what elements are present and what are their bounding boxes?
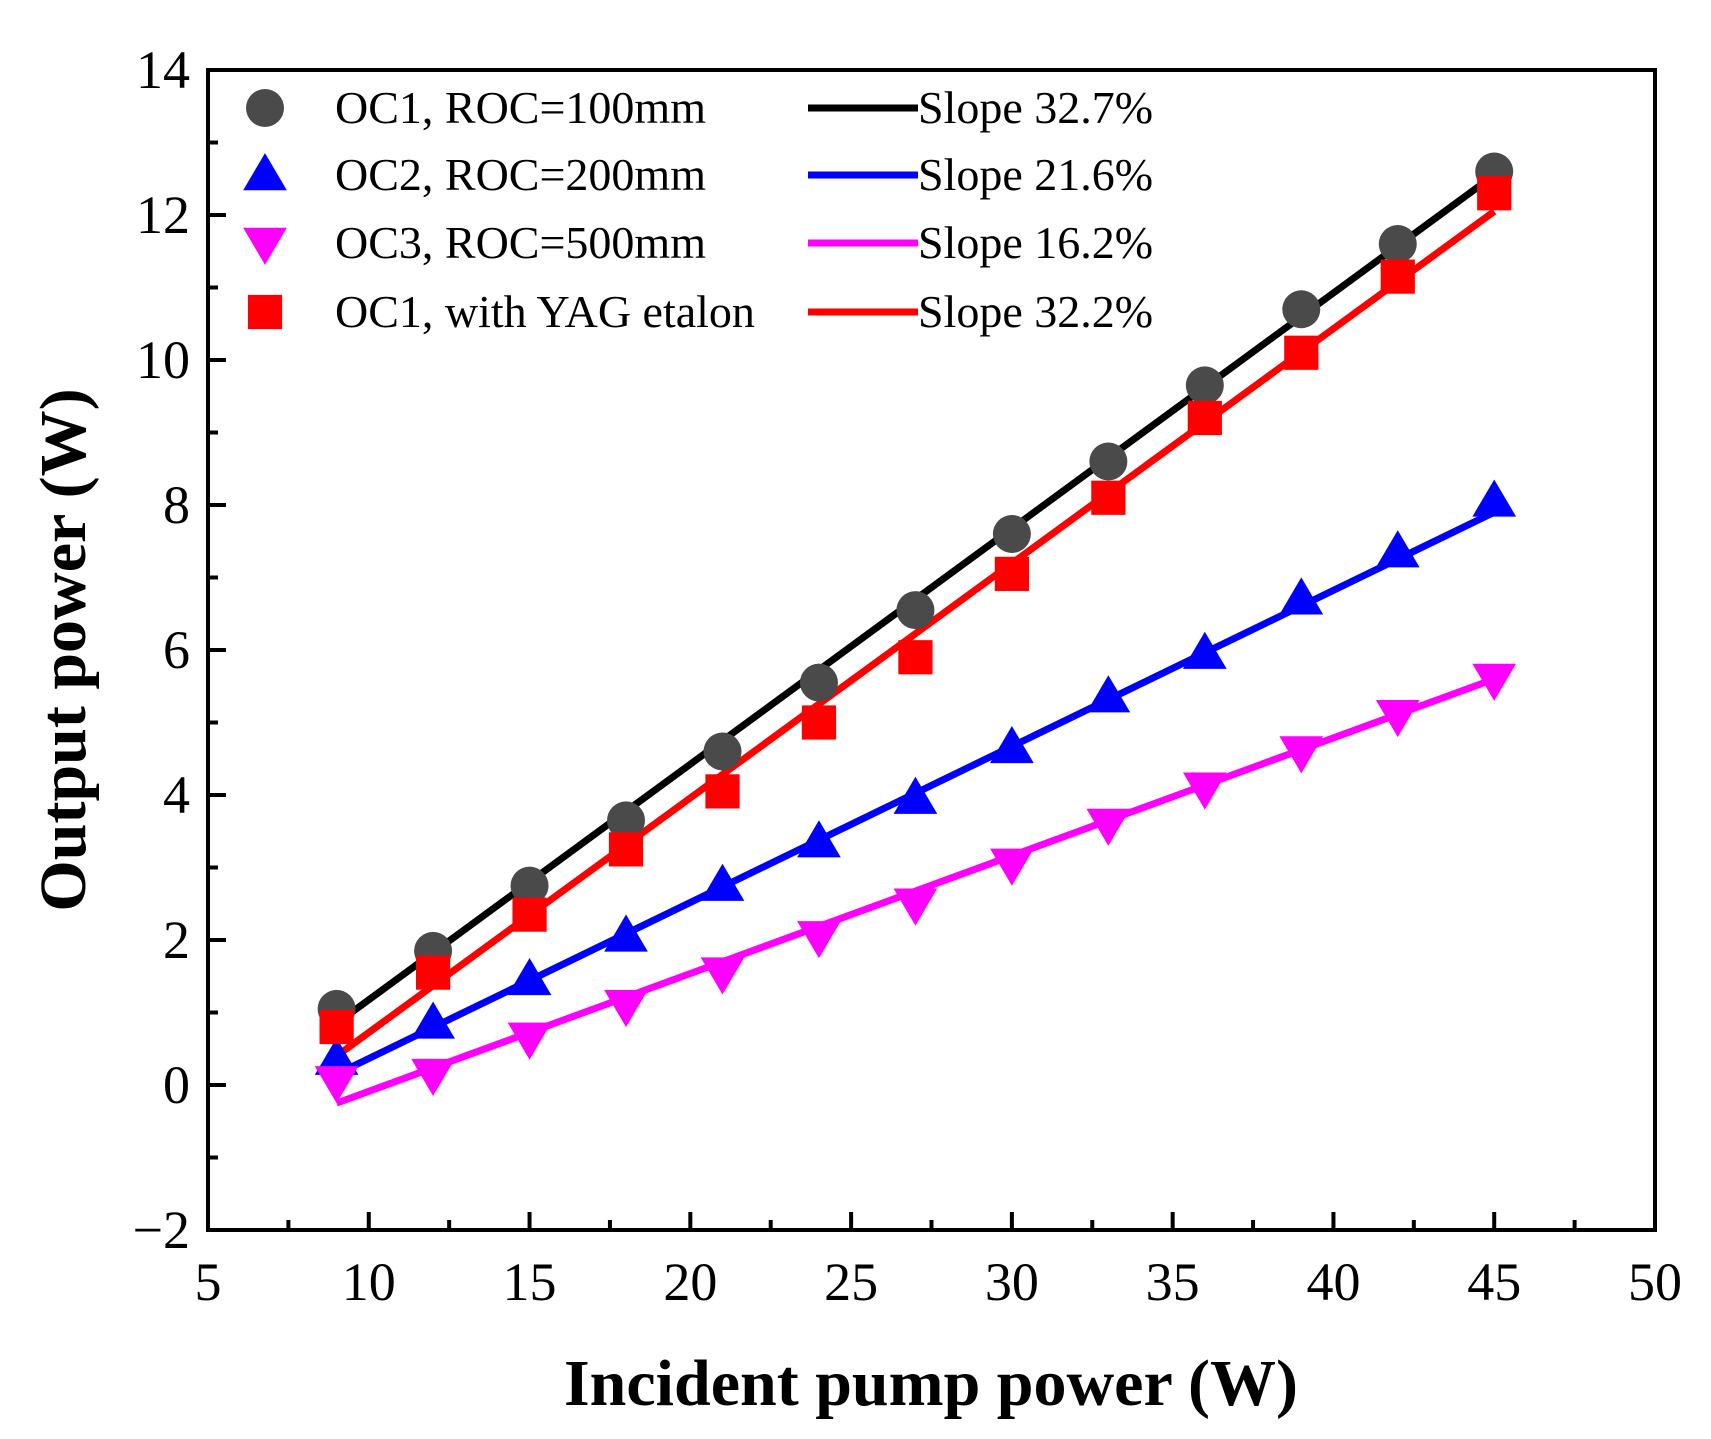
axis-ticks: 5 10 15 20 25 30 35 40 45 50 −2 0 2 4 6 8 10 12 14 xyxy=(133,40,1682,1312)
data-point-series-4 xyxy=(1187,400,1222,436)
data-point-series-1 xyxy=(799,663,838,702)
legend-marker-4 xyxy=(247,294,283,330)
data-point-series-3 xyxy=(893,888,938,926)
y-tick-label: 6 xyxy=(163,620,190,680)
x-axis-title: Incident pump power (W) xyxy=(564,1347,1298,1420)
x-tick-label: 5 xyxy=(195,1252,222,1312)
data-point-series-3 xyxy=(604,990,648,1028)
y-tick-label: 14 xyxy=(136,40,190,100)
legend-label-1: OC1, ROC=100mm xyxy=(335,82,706,133)
data-point-series-4 xyxy=(1380,259,1415,294)
data-point-series-3 xyxy=(1182,772,1227,810)
y-tick-label: 10 xyxy=(136,330,190,390)
data-point-series-2 xyxy=(1182,631,1227,669)
data-point-series-3 xyxy=(1375,700,1420,738)
data-point-series-4 xyxy=(705,774,740,809)
data-point-series-1 xyxy=(703,732,742,771)
data-point-series-2 xyxy=(1279,577,1324,615)
data-point-series-4 xyxy=(512,897,547,932)
data-point-series-2 xyxy=(1375,530,1420,568)
data-point-series-3 xyxy=(411,1058,455,1096)
x-tick-label: 50 xyxy=(1628,1252,1682,1312)
data-point-series-3 xyxy=(1086,808,1131,846)
data-point-series-3 xyxy=(507,1022,552,1060)
data-point-series-4 xyxy=(994,556,1029,591)
data-point-series-1 xyxy=(1282,290,1321,329)
data-point-series-1 xyxy=(510,866,549,905)
legend-fit-label-3: Slope 16.2% xyxy=(918,217,1153,268)
y-tick-label: 4 xyxy=(163,765,190,825)
legend-fit-label-4: Slope 32.2% xyxy=(918,286,1153,337)
data-point-series-4 xyxy=(1284,335,1319,370)
data-point-series-2 xyxy=(700,863,745,901)
x-tick-label: 35 xyxy=(1146,1252,1200,1312)
data-point-series-4 xyxy=(801,705,837,740)
legend-marker-3 xyxy=(243,227,287,265)
y-tick-label: −2 xyxy=(133,1200,190,1260)
legend-label-2: OC2, ROC=200mm xyxy=(335,149,706,200)
data-point-series-3 xyxy=(1472,663,1517,701)
y-tick-label: 0 xyxy=(163,1055,190,1115)
data-point-series-4 xyxy=(319,1009,354,1045)
legend-marker-1 xyxy=(246,89,284,127)
data-point-series-2 xyxy=(1472,479,1517,517)
legend: OC1, ROC=100mm OC2, ROC=200mm OC3, ROC=500… xyxy=(243,82,1153,337)
data-point-series-3 xyxy=(797,921,841,959)
data-markers xyxy=(314,152,1517,1104)
x-tick-label: 20 xyxy=(663,1252,717,1312)
data-point-series-1 xyxy=(1185,366,1224,405)
data-point-series-2 xyxy=(797,820,841,858)
data-point-series-2 xyxy=(893,776,938,814)
legend-fit-label-1: Slope 32.7% xyxy=(918,82,1153,133)
y-tick-label: 8 xyxy=(163,475,190,535)
x-tick-label: 15 xyxy=(503,1252,557,1312)
data-point-series-3 xyxy=(1279,736,1324,774)
data-point-series-3 xyxy=(990,848,1034,886)
data-point-series-2 xyxy=(507,958,552,996)
x-tick-label: 45 xyxy=(1467,1252,1521,1312)
legend-label-4: OC1, with YAG etalon xyxy=(335,286,755,337)
x-tick-label: 25 xyxy=(824,1252,878,1312)
data-point-series-3 xyxy=(700,957,745,995)
data-point-series-2 xyxy=(604,914,648,952)
data-point-series-2 xyxy=(411,1001,455,1039)
data-point-series-1 xyxy=(896,591,935,630)
x-tick-label: 30 xyxy=(985,1252,1039,1312)
data-point-series-2 xyxy=(990,726,1034,764)
x-tick-label: 10 xyxy=(342,1252,396,1312)
y-tick-label: 12 xyxy=(136,185,190,245)
y-tick-label: 2 xyxy=(163,910,190,970)
legend-marker-2 xyxy=(243,153,287,191)
data-point-series-1 xyxy=(1378,225,1417,263)
data-point-series-1 xyxy=(607,801,646,840)
data-point-series-1 xyxy=(1089,442,1128,481)
y-axis-title: Output power (W) xyxy=(27,388,100,911)
data-point-series-3 xyxy=(314,1066,359,1104)
data-point-series-1 xyxy=(992,515,1031,553)
legend-label-3: OC3, ROC=500mm xyxy=(335,217,706,268)
data-point-series-4 xyxy=(415,955,451,990)
data-point-series-2 xyxy=(1086,675,1131,713)
data-point-series-4 xyxy=(608,832,644,867)
legend-fit-label-2: Slope 21.6% xyxy=(918,149,1153,200)
data-point-series-4 xyxy=(898,640,933,675)
x-tick-label: 40 xyxy=(1306,1252,1360,1312)
data-point-series-4 xyxy=(1091,480,1126,515)
data-point-series-2 xyxy=(314,1037,359,1075)
data-point-series-4 xyxy=(1477,176,1512,211)
